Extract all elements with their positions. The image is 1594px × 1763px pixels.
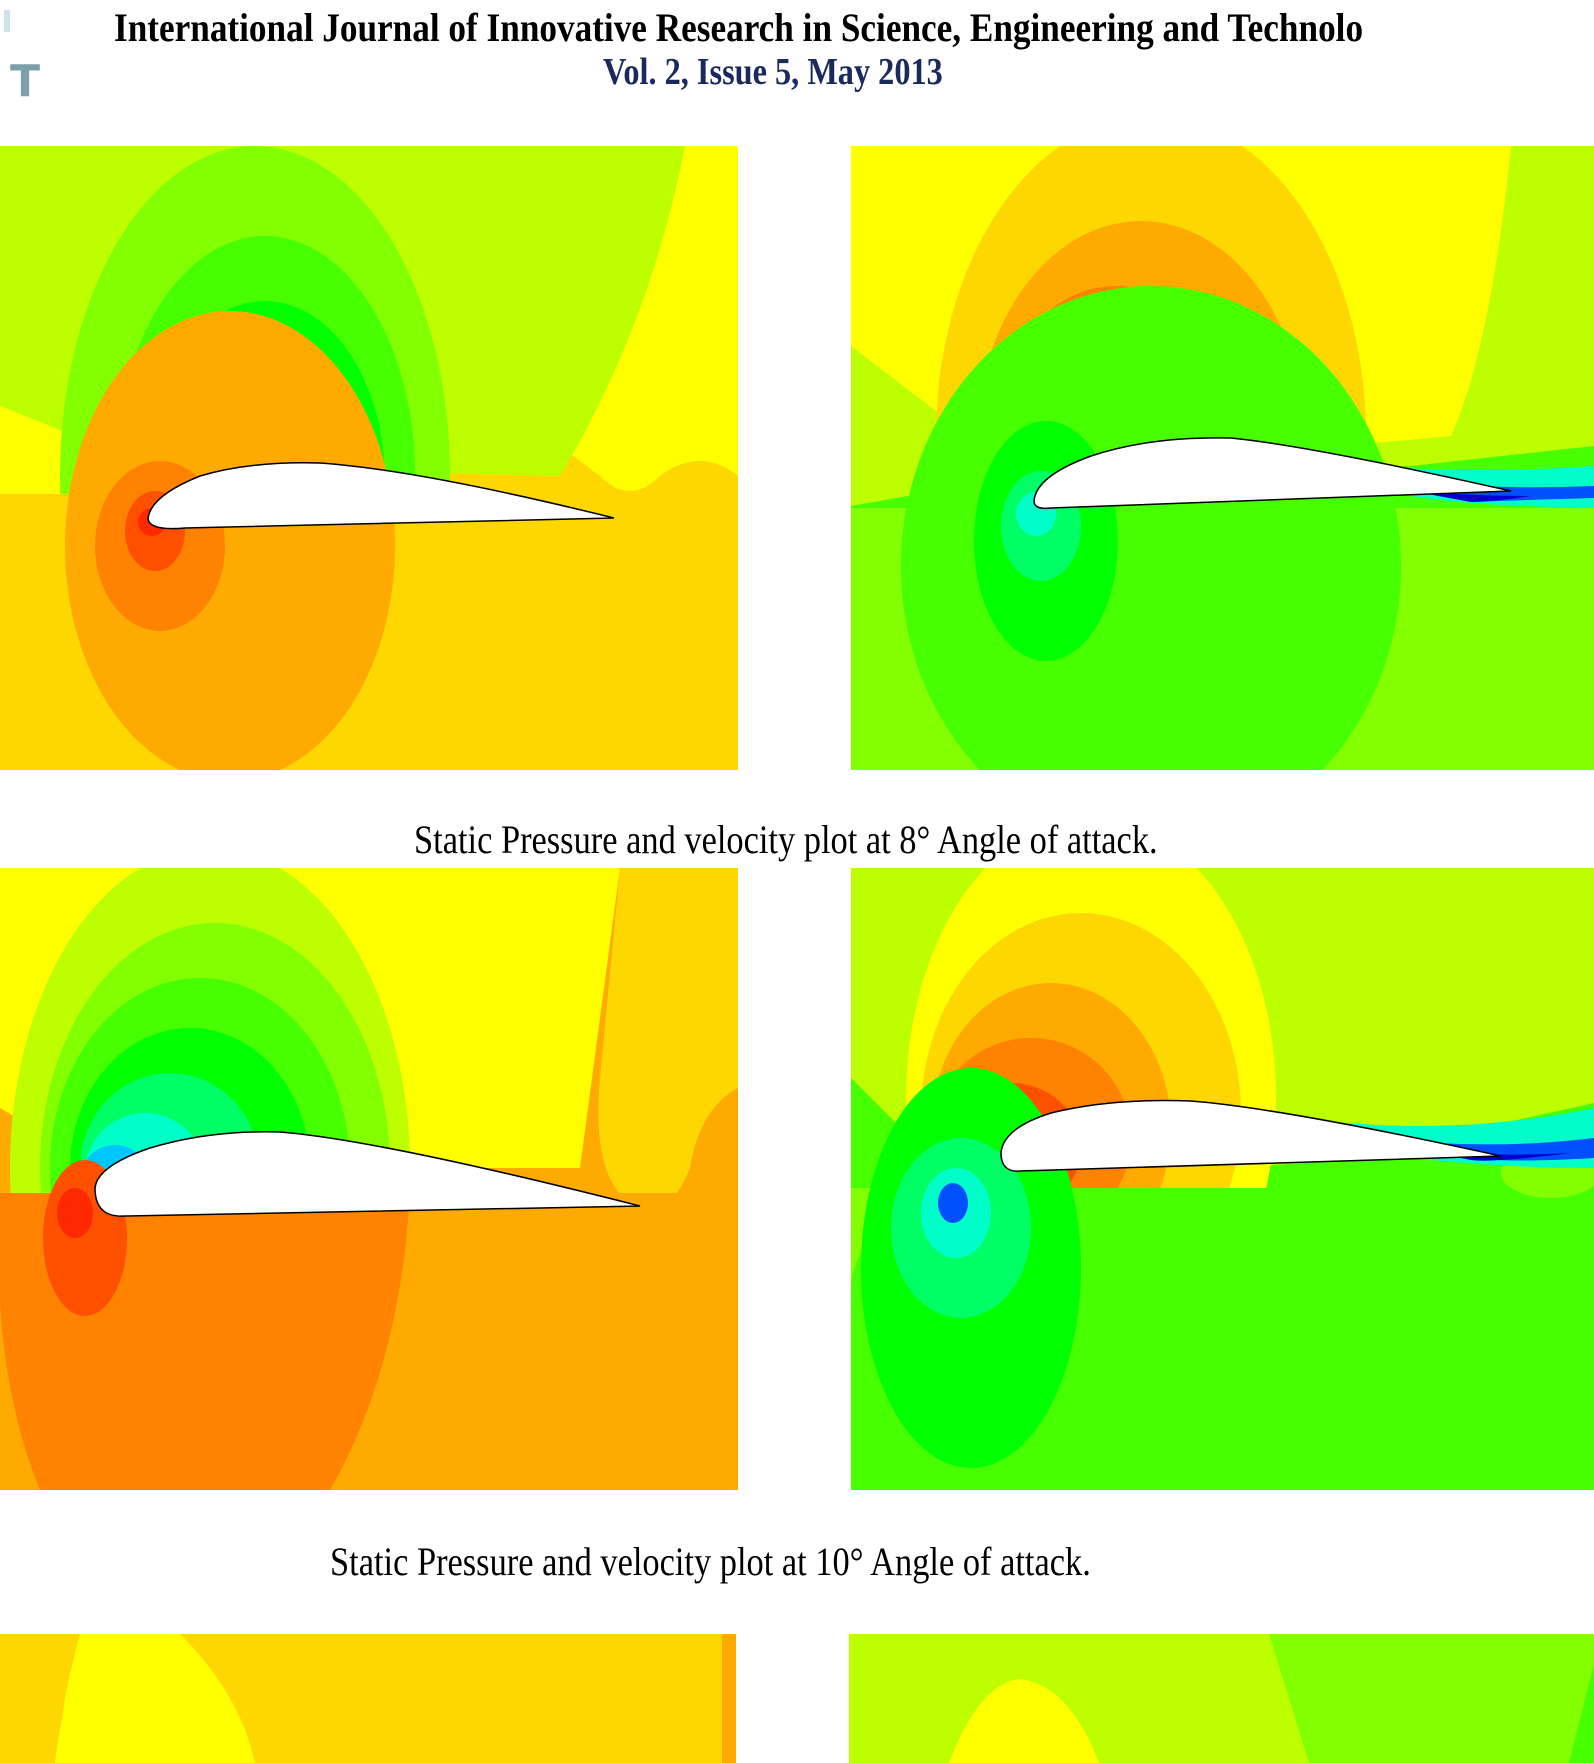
journal-logo-fragment: T [4,0,44,110]
journal-issue: Vol. 2, Issue 5, May 2013 [603,51,943,93]
velocity-contour-partial [849,1634,1594,1763]
figure-caption-8deg: Static Pressure and velocity plot at 8° … [414,817,1158,862]
journal-title: International Journal of Innovative Rese… [114,5,1364,50]
velocity-contour-8deg [851,146,1594,770]
pressure-contour-8deg [0,146,738,770]
pressure-contour-10deg [0,868,738,1490]
figure-caption-10deg: Static Pressure and velocity plot at 10°… [330,1539,1091,1584]
velocity-contour-10deg [851,868,1594,1490]
logo-letter: T [10,56,41,107]
logo-bar [4,10,10,32]
pressure-contour-partial [0,1634,736,1763]
